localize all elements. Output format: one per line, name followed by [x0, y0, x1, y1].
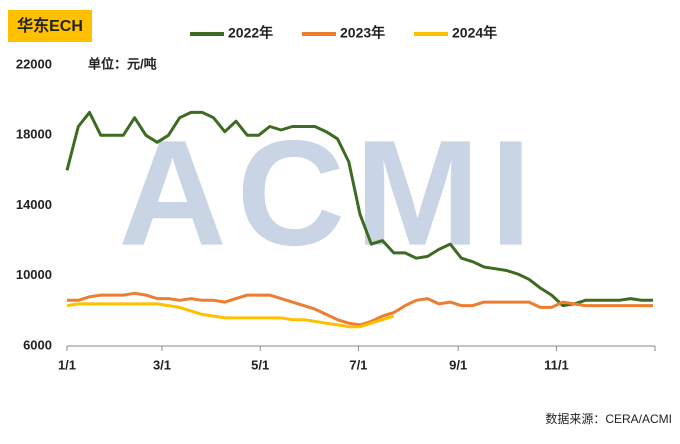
source: 数据来源：CERA/ACMI — [545, 411, 672, 426]
x-tick-label: 11/1 — [544, 357, 569, 372]
x-tick-label: 1/1 — [58, 357, 76, 372]
y-tick-label: 10000 — [16, 267, 52, 282]
series-line — [65, 110, 653, 308]
watermark: ACMI — [118, 109, 541, 277]
series-line — [67, 291, 653, 327]
y-tick-label: 18000 — [16, 127, 52, 142]
x-tick-label: 3/1 — [153, 357, 171, 372]
legend-label: 2022年 — [228, 25, 273, 41]
legend-label: 2023年 — [340, 25, 385, 41]
chart-title: 华东ECH — [17, 16, 83, 35]
x-tick-label: 9/1 — [449, 357, 467, 372]
y-tick-label: 6000 — [23, 337, 52, 352]
series-line — [66, 302, 395, 329]
legend-label: 2024年 — [452, 25, 497, 41]
x-tick-label: 5/1 — [251, 357, 269, 372]
x-tick-label: 7/1 — [349, 357, 367, 372]
y-tick-label: 14000 — [16, 197, 52, 212]
unit-label: 单位：元/吨 — [88, 56, 157, 71]
title-box — [8, 10, 92, 42]
y-tick-label: 22000 — [16, 56, 52, 71]
